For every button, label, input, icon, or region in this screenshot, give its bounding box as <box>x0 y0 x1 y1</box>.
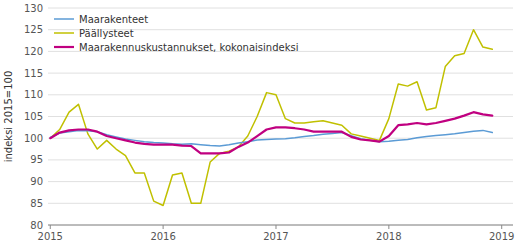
y-tick-label: 80 <box>30 220 43 231</box>
legend: Maarakenteet Päällysteet Maarakennuskustan… <box>54 14 298 53</box>
grid-line <box>48 159 513 160</box>
series-line <box>50 112 492 153</box>
y-tick-label: 130 <box>24 3 43 14</box>
y-tick-label: 100 <box>24 133 43 144</box>
legend-swatch <box>54 46 74 48</box>
legend-label: Maarakenteet <box>79 14 148 25</box>
y-tick-label: 105 <box>24 111 43 122</box>
legend-swatch <box>54 32 74 34</box>
grid-line <box>48 8 513 9</box>
x-tick-label: 2019 <box>489 231 514 242</box>
x-tick-label: 2017 <box>263 231 288 242</box>
x-tick-label: 2016 <box>150 231 175 242</box>
x-tick <box>388 225 389 229</box>
y-axis-label: indeksi 2015=100 <box>3 71 14 163</box>
series-line <box>50 30 492 206</box>
x-tick <box>163 225 164 229</box>
chart: 80 85 90 95 100 105 110 115 120 125 130 2015 2016 201… <box>0 0 529 249</box>
x-tick <box>501 225 502 229</box>
grid-line <box>48 181 513 182</box>
grid <box>48 8 513 225</box>
grid-line <box>48 94 513 95</box>
legend-label: Maarakennuskustannukset, kokonaisindeksi <box>79 42 298 53</box>
y-tick-label: 110 <box>24 89 43 100</box>
x-axis-line <box>48 225 513 226</box>
y-tick-label: 120 <box>24 46 43 57</box>
x-tick <box>50 225 51 229</box>
grid-line <box>48 225 513 226</box>
legend-label: Päällysteet <box>79 28 134 39</box>
y-tick-label: 90 <box>30 176 43 187</box>
grid-line <box>48 203 513 204</box>
x-tick-label: 2015 <box>38 231 63 242</box>
x-tick <box>275 225 276 229</box>
y-tick-label: 115 <box>24 68 43 79</box>
lines <box>50 30 492 206</box>
y-tick-label: 125 <box>24 24 43 35</box>
y-tick-label: 85 <box>30 198 43 209</box>
legend-swatch <box>54 18 74 20</box>
x-tick-label: 2018 <box>376 231 401 242</box>
grid-line <box>48 116 513 117</box>
y-tick-label: 95 <box>30 154 43 165</box>
